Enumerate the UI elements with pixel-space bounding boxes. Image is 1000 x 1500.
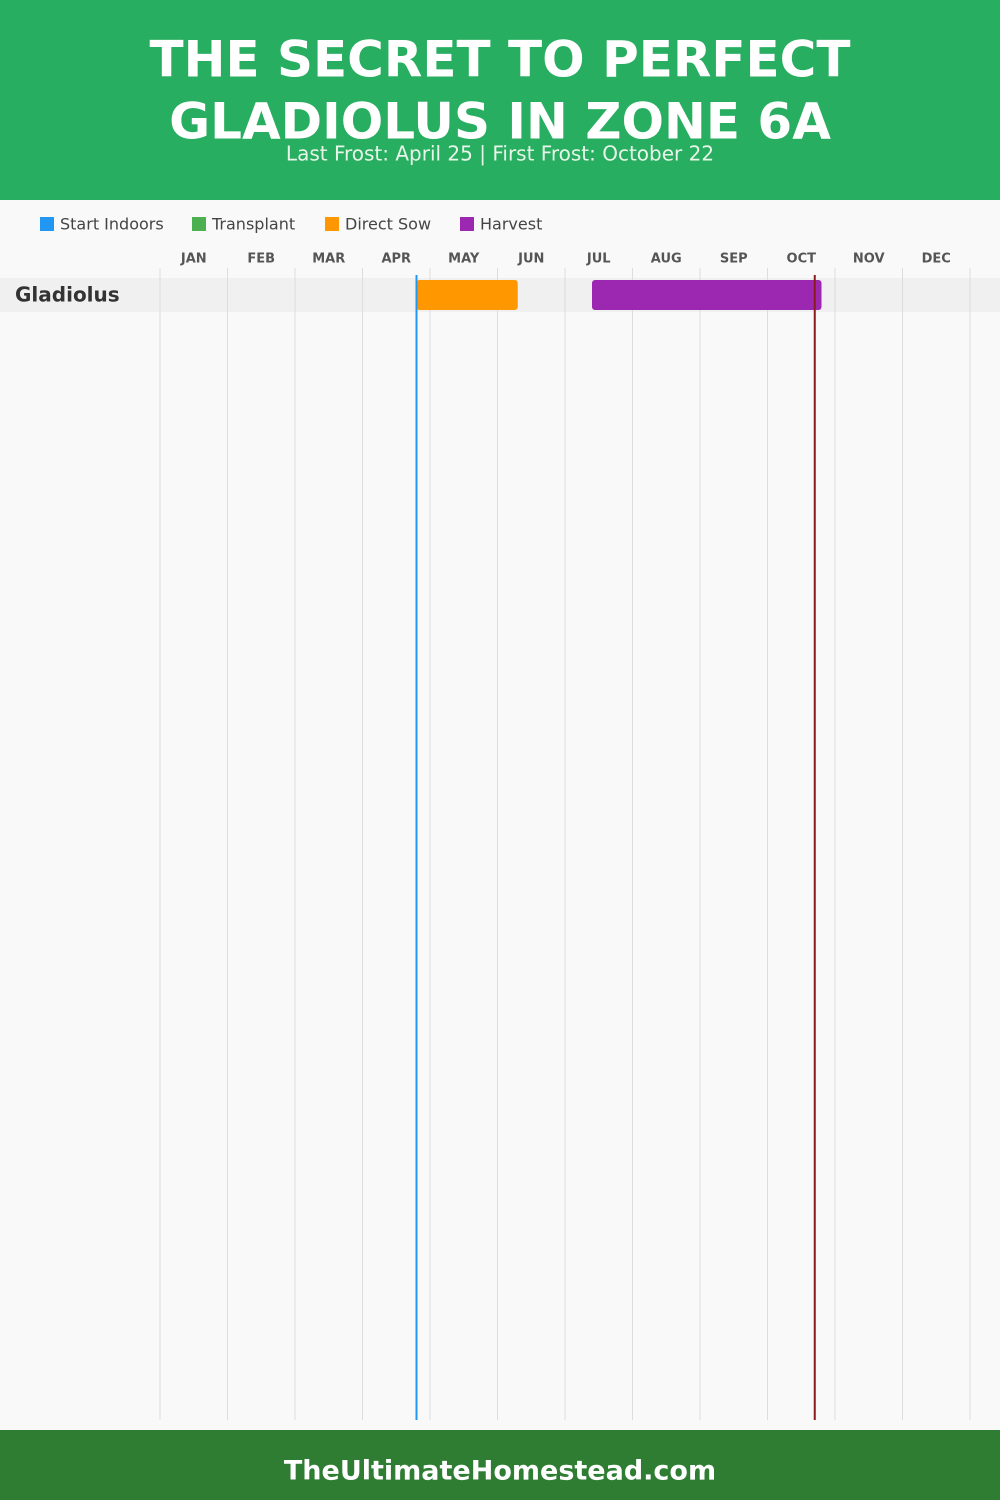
month-label: NOV xyxy=(853,252,885,267)
month-label: OCT xyxy=(787,252,817,267)
month-label: JUL xyxy=(586,252,611,267)
month-label: AUG xyxy=(651,252,682,267)
legend-swatch xyxy=(40,217,54,231)
row-label: Gladiolus xyxy=(15,283,120,307)
title-line: GLADIOLUS IN ZONE 6A xyxy=(169,93,831,151)
month-label: MAR xyxy=(312,252,345,267)
footer-text: TheUltimateHomestead.com xyxy=(284,1456,716,1487)
month-label: SEP xyxy=(720,252,748,267)
month-label: MAY xyxy=(448,252,480,267)
month-label: JAN xyxy=(180,252,207,267)
task-bar xyxy=(416,280,518,310)
footer xyxy=(0,1430,1000,1500)
month-label: FEB xyxy=(247,252,275,267)
month-label: JUN xyxy=(517,252,544,267)
legend-label: Transplant xyxy=(211,215,295,234)
subtitle: Last Frost: April 25 | First Frost: Octo… xyxy=(286,142,714,166)
legend-label: Direct Sow xyxy=(345,215,431,234)
task-bar xyxy=(592,280,822,310)
legend-swatch xyxy=(325,217,339,231)
month-label: APR xyxy=(381,252,411,267)
legend-swatch xyxy=(460,217,474,231)
legend-label: Start Indoors xyxy=(60,215,164,234)
header xyxy=(0,0,1000,200)
legend-label: Harvest xyxy=(480,215,542,234)
month-label: DEC xyxy=(922,252,951,267)
title-line: THE SECRET TO PERFECT xyxy=(150,31,851,89)
legend-swatch xyxy=(192,217,206,231)
